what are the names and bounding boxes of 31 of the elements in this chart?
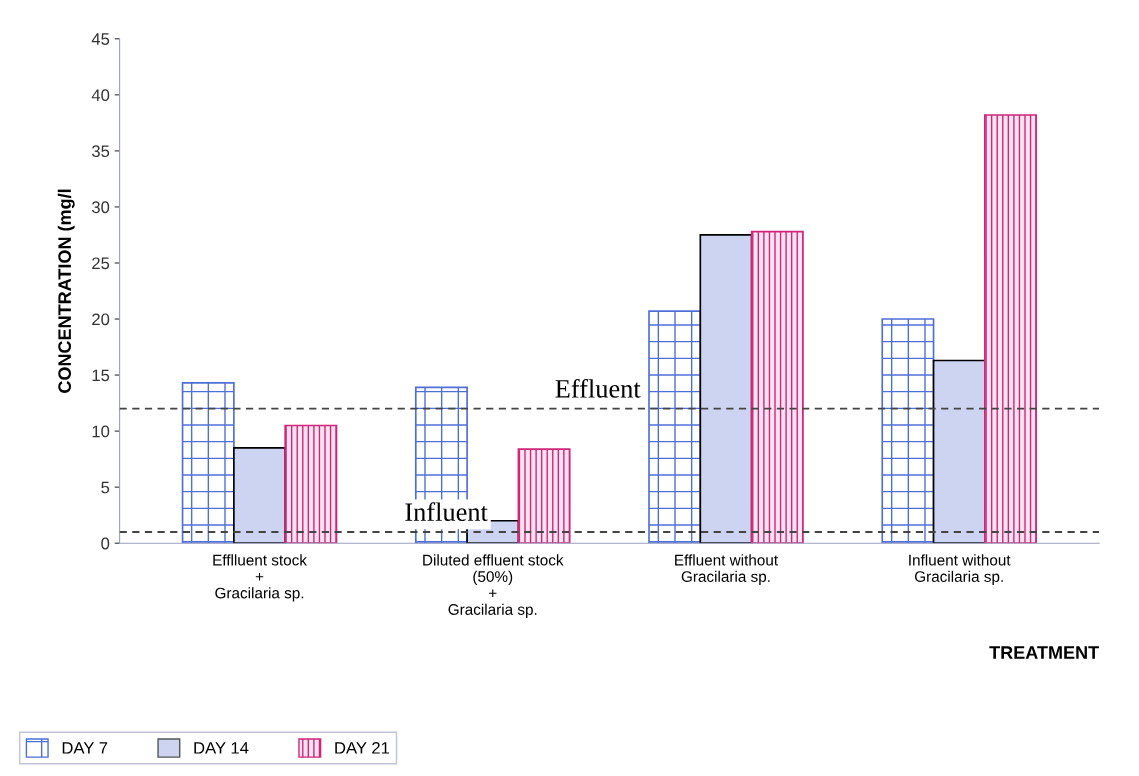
y-tick-label: 0 bbox=[101, 537, 110, 550]
x-tick-label: Diluted effluent stock (50%) + Gracilaria sp. bbox=[423, 554, 564, 618]
legend-label: DAY 21 bbox=[335, 741, 390, 754]
y-tick-label: 20 bbox=[92, 313, 110, 326]
y-tick-label: 15 bbox=[92, 369, 110, 382]
bar bbox=[648, 310, 702, 544]
y-tick-label: 10 bbox=[92, 425, 110, 438]
y-tick-label: 45 bbox=[91, 33, 110, 45]
y-axis-title: CONCENTRATION (mg/l bbox=[57, 189, 75, 393]
bar bbox=[984, 114, 1037, 544]
y-tick-label: 5 bbox=[101, 481, 110, 494]
y-tick-label: 25 bbox=[92, 257, 110, 270]
bar bbox=[750, 230, 804, 544]
x-axis-title: TREATMENT bbox=[989, 646, 1099, 659]
x-tick-label: Efflluent stock + Gracilaria sp. bbox=[213, 554, 307, 602]
x-tick-label: Effluent without Gracilaria sp. bbox=[675, 554, 778, 586]
ref-line-label: Effluent bbox=[555, 378, 641, 398]
y-tick-label: 35 bbox=[91, 145, 110, 158]
y-tick-label: 30 bbox=[91, 201, 110, 214]
bar bbox=[699, 234, 753, 544]
bar bbox=[181, 382, 235, 544]
legend-label: DAY 14 bbox=[194, 742, 249, 754]
legend-label: DAY 7 bbox=[62, 742, 108, 754]
bar bbox=[932, 359, 986, 544]
y-tick-label: 40 bbox=[91, 89, 110, 102]
bar bbox=[517, 448, 571, 544]
bar bbox=[284, 424, 338, 544]
ref-line-label: Influent bbox=[405, 502, 488, 522]
bar bbox=[881, 318, 935, 544]
x-tick-label: Influent without Gracilaria sp. bbox=[909, 554, 1011, 586]
bar bbox=[233, 447, 287, 544]
